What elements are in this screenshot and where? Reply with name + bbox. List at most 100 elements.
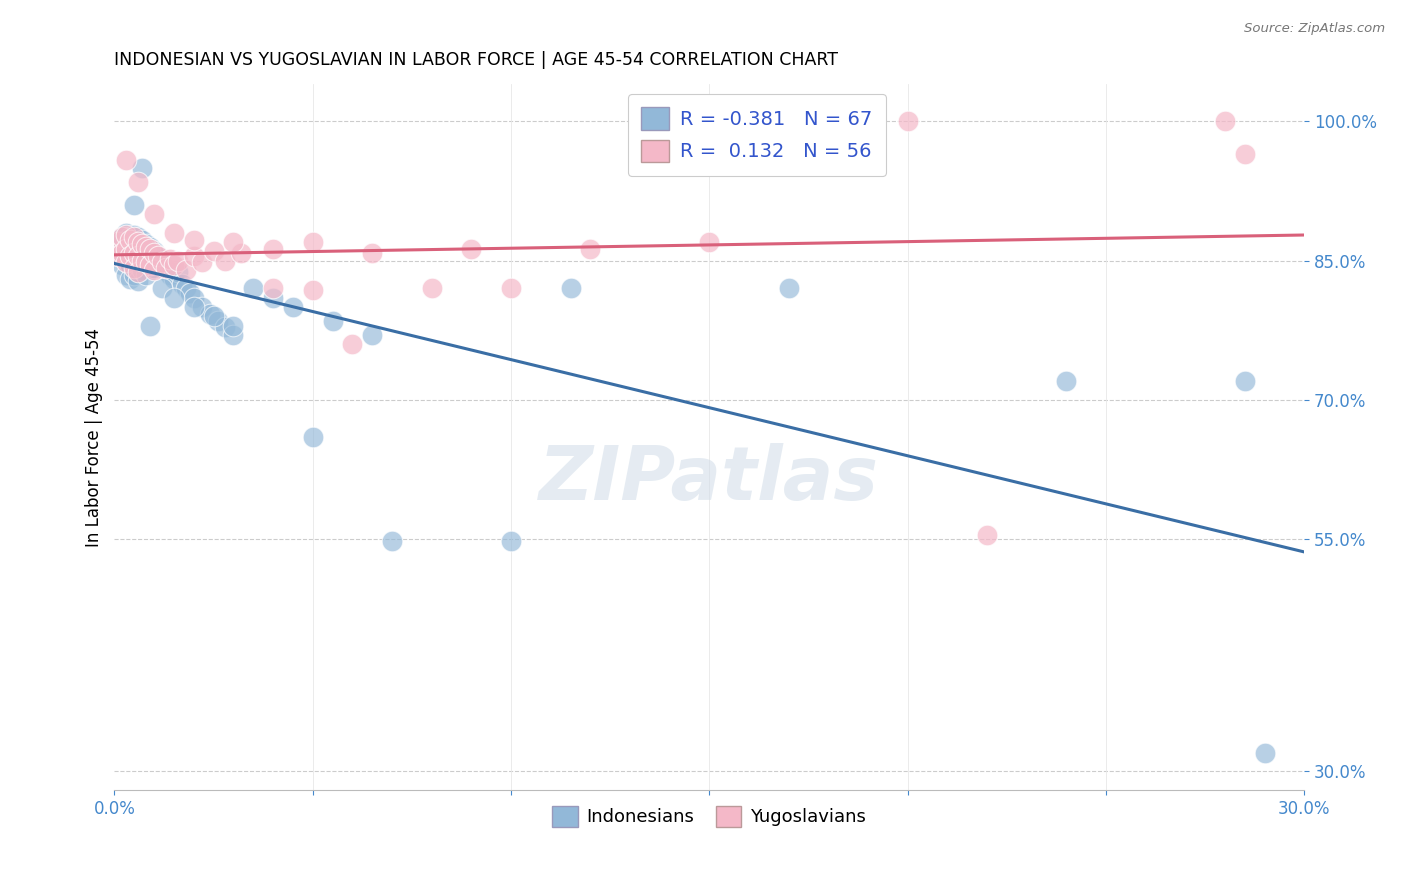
Point (143, 263, 166, 277)
Point (301, 283, 323, 297)
Point (190, 255, 212, 269)
Point (146, 249, 169, 263)
Point (146, 249, 169, 263)
Point (131, 233, 153, 247)
Point (107, 235, 129, 249)
Point (1213, 114, 1236, 128)
Point (115, 243, 138, 257)
Point (139, 255, 162, 269)
Point (159, 268, 181, 282)
Point (499, 281, 522, 295)
Point (135, 252, 157, 266)
Point (242, 281, 264, 295)
Point (170, 277, 193, 291)
Point (1054, 374, 1077, 388)
Text: INDONESIAN VS YUGOSLAVIAN IN LABOR FORCE | AGE 45-54 CORRELATION CHART: INDONESIAN VS YUGOSLAVIAN IN LABOR FORCE… (114, 51, 838, 69)
Text: ZIPatlas: ZIPatlas (540, 442, 879, 516)
Point (135, 240, 157, 254)
Point (107, 249, 129, 263)
Point (143, 260, 166, 275)
Point (262, 291, 284, 305)
Point (139, 240, 162, 254)
Point (281, 300, 304, 314)
Point (1233, 374, 1256, 388)
Point (778, 281, 800, 295)
Point (198, 308, 221, 322)
Point (579, 243, 602, 257)
Point (202, 310, 225, 324)
Point (150, 281, 173, 295)
Point (342, 337, 364, 351)
Point (222, 318, 245, 333)
Text: Source: ZipAtlas.com: Source: ZipAtlas.com (1244, 22, 1385, 36)
Point (127, 175, 149, 189)
Point (135, 255, 157, 269)
Point (122, 227, 145, 242)
Point (214, 253, 236, 268)
Point (127, 265, 149, 279)
Point (107, 249, 129, 263)
Point (111, 244, 134, 259)
Point (139, 243, 162, 257)
Point (163, 291, 186, 305)
Point (560, 281, 582, 295)
Point (179, 286, 201, 301)
Point (155, 260, 177, 275)
Point (122, 243, 145, 257)
Point (143, 244, 166, 259)
Point (174, 281, 197, 295)
Point (127, 230, 149, 244)
Point (122, 198, 145, 212)
Point (122, 246, 145, 260)
Point (115, 227, 138, 242)
Point (262, 281, 284, 295)
Point (381, 534, 404, 549)
Point (120, 230, 142, 244)
Point (122, 268, 145, 282)
Point (131, 253, 153, 268)
Point (139, 318, 162, 333)
Point (115, 153, 138, 168)
Point (163, 226, 186, 240)
Point (120, 249, 142, 263)
Point (202, 244, 225, 259)
Point (301, 430, 323, 444)
Point (135, 236, 157, 251)
Point (120, 258, 142, 272)
Point (131, 263, 153, 277)
Point (163, 272, 186, 286)
Point (127, 258, 149, 272)
Point (122, 255, 145, 269)
Point (231, 246, 253, 260)
Point (183, 291, 205, 305)
Point (115, 253, 138, 268)
Point (127, 274, 149, 288)
Y-axis label: In Labor Force | Age 45-54: In Labor Force | Age 45-54 (86, 327, 103, 547)
Point (322, 314, 344, 328)
Point (1233, 146, 1256, 161)
Point (127, 244, 149, 259)
Point (143, 246, 166, 260)
Point (262, 243, 284, 257)
Point (174, 263, 197, 277)
Point (155, 263, 177, 277)
Point (143, 207, 166, 221)
Point (111, 258, 134, 272)
Point (214, 320, 236, 334)
Point (207, 314, 229, 328)
Point (460, 243, 482, 257)
Point (120, 272, 142, 286)
Point (115, 240, 138, 254)
Point (976, 527, 998, 541)
Point (135, 268, 157, 282)
Point (301, 235, 323, 249)
Point (222, 327, 245, 342)
Point (190, 300, 212, 314)
Point (115, 268, 138, 282)
Point (115, 226, 138, 240)
Point (115, 255, 138, 269)
Point (361, 246, 384, 260)
Point (697, 235, 720, 249)
Point (111, 246, 134, 260)
Legend: Indonesians, Yugoslavians: Indonesians, Yugoslavians (546, 798, 873, 834)
